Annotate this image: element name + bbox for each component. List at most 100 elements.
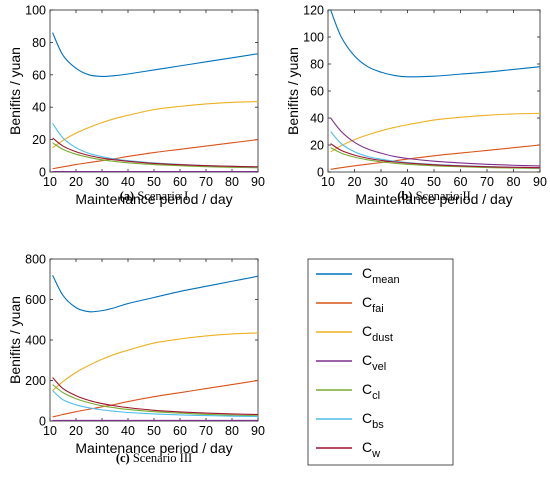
y-tick-label: 60 [310,85,324,99]
legend-label-sub: dust [372,332,393,344]
plot-area-frame [49,9,259,173]
y-axis-title: Benifits / yuan [285,47,301,135]
y-axis-title: Benifits / yuan [7,47,23,135]
legend-label-vel: Cvel [362,352,386,373]
legend-label-sub: fai [372,303,384,315]
y-tick-label: 0 [317,166,324,180]
legend-label-base: C [362,439,372,455]
x-tick-label: 20 [348,175,362,189]
x-tick-label: 60 [173,175,187,189]
legend-label-bs: Cbs [362,410,384,431]
series-line-fai [330,144,541,170]
y-tick-label: 20 [32,133,46,147]
x-tick-label: 70 [199,424,213,438]
x-tick-label: 30 [95,424,109,438]
legend-label-base: C [362,265,372,281]
legend-label-base: C [362,323,372,339]
series-line-cl [52,384,259,417]
series-line-w [52,377,259,416]
legend-label-sub: vel [372,361,386,373]
x-tick-label: 10 [43,424,57,438]
panel-caption-text: Scenario II [416,189,471,203]
legend-label-w: Cw [362,439,380,460]
x-tick-label: 80 [225,424,239,438]
x-tick-label: 50 [147,424,161,438]
series-line-vel [330,117,541,167]
legend-label-base: C [362,294,372,310]
series-line-dust [330,112,541,153]
x-tick-label: 10 [43,175,57,189]
legend-label-fai: Cfai [362,294,384,315]
y-tick-label: 100 [25,4,46,18]
chart-panel-2: 10 20 30 40 50 60 70 80 90 0 20 40 60 80 100 120 Mainten… [285,4,547,208]
y-tick-label: 200 [25,374,46,388]
y-axis-title: Benifits / yuan [7,296,23,384]
chart-panel-3: 10 20 30 40 50 60 70 80 90 0 200 400 600 800 Maintenan… [7,253,265,466]
y-tick-label: 40 [310,112,324,126]
y-tick-label: 600 [25,293,46,307]
x-tick-label: 50 [147,175,161,189]
legend-label-base: C [362,381,372,397]
x-axis-title: Maintenance period / day [75,440,232,456]
x-tick-label: 40 [401,175,415,189]
legend-label-sub: bs [372,419,384,431]
legend-label-sub: cl [372,390,380,402]
legend-label-base: C [362,410,372,426]
legend-label-mean: Cmean [362,265,400,286]
y-tick-label: 100 [303,31,324,45]
y-tick-label: 120 [303,4,324,18]
series-line-mean [52,32,259,77]
x-tick-label: 60 [454,175,468,189]
x-tick-label: 30 [95,175,109,189]
series-line-w [330,143,541,169]
series-line-dust [52,332,259,392]
x-tick-label: 50 [427,175,441,189]
series-line-w [52,137,259,168]
panel-caption-text: Scenario III [133,451,192,465]
chart-panel-1: 10 20 30 40 50 60 70 80 90 0 20 40 60 80 100 Maintenanc… [7,4,265,208]
series-line-cl [330,147,541,170]
series-line-cl [52,142,259,169]
series-line-fai [52,139,259,170]
legend-frame [307,258,454,466]
x-axis-title: Maintenance period / day [355,191,512,207]
panel-caption-label: (c) [116,451,130,465]
x-tick-label: 10 [321,175,335,189]
x-tick-label: 40 [121,424,135,438]
panel-caption-text: Scenario I [137,189,188,203]
series-line-dust [52,100,259,149]
series-line-fai [52,379,259,418]
panel-caption: (a) Scenario I [120,189,189,203]
x-axis-title: Maintenance period / day [75,191,232,207]
y-tick-label: 60 [32,68,46,82]
x-tick-label: 30 [374,175,388,189]
x-tick-label: 90 [251,175,265,189]
series-line-mean [330,9,541,78]
x-tick-label: 40 [121,175,135,189]
panel-caption: (c) Scenario III [116,451,192,465]
series-line-mean [52,274,259,313]
legend-label-base: C [362,352,372,368]
x-tick-label: 20 [69,175,83,189]
panel-caption-label: (b) [397,189,412,203]
plot-area-frame [327,9,541,173]
y-tick-label: 800 [25,253,46,267]
legend-label-cl: Ccl [362,381,380,402]
y-tick-label: 0 [39,166,46,180]
y-tick-label: 80 [32,36,46,50]
plot-area-frame [49,258,259,422]
legend-label-sub: mean [372,274,400,286]
x-tick-label: 20 [69,424,83,438]
x-tick-label: 70 [480,175,494,189]
y-tick-label: 20 [310,139,324,153]
x-tick-label: 70 [199,175,213,189]
legend-label-dust: Cdust [362,323,393,344]
y-tick-label: 0 [39,415,46,429]
x-tick-label: 90 [251,424,265,438]
y-tick-label: 400 [25,334,46,348]
x-tick-label: 90 [533,175,547,189]
series-line-bs [52,390,259,418]
